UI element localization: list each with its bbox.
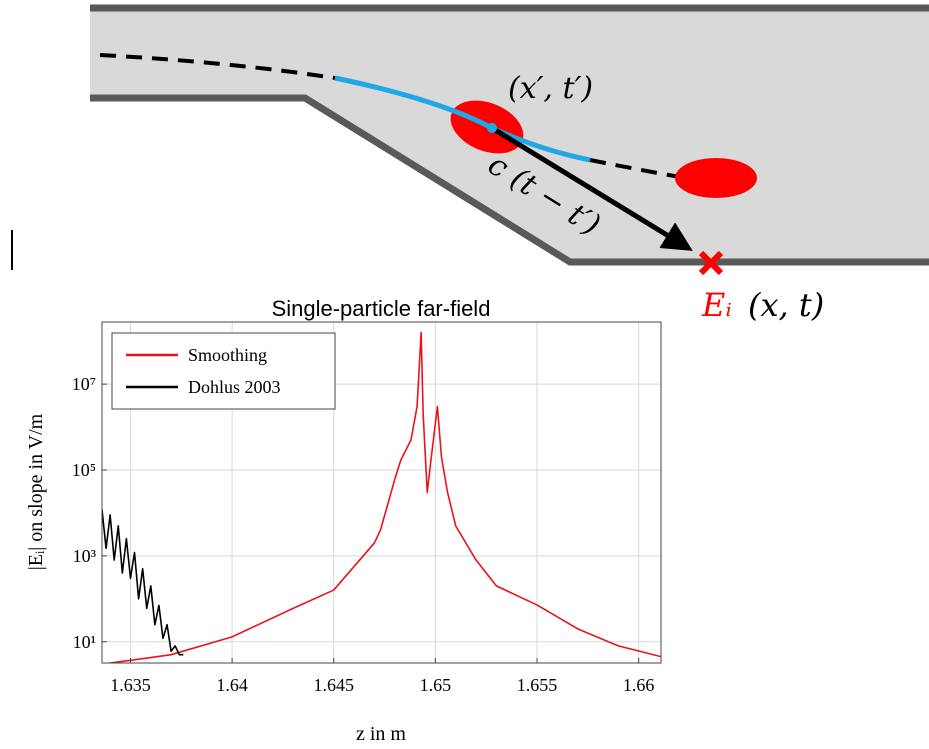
ticks: 1.635 1.64 1.645 1.65 1.655 1.66 10¹ 10³ 10⁵ 10⁷: [72, 374, 655, 695]
x-tick-label: 1.645: [313, 675, 354, 695]
plot-area: [102, 331, 661, 663]
series-line: [102, 509, 184, 656]
source-point: [487, 123, 497, 133]
wall-bottom: [90, 94, 929, 266]
x-tick-label: 1.65: [420, 675, 452, 695]
y-tick-label: 10¹: [73, 632, 96, 652]
x-tick-label: 1.66: [623, 675, 655, 695]
legend: Smoothing Dohlus 2003: [111, 332, 336, 410]
field-args: (x, t): [748, 286, 824, 324]
x-axis-label: z in m: [356, 723, 406, 745]
field-symbol: Eᵢ: [701, 286, 732, 324]
y-tick-label: 10⁷: [72, 374, 96, 394]
observation-point: [698, 250, 724, 276]
x-tick-label: 1.64: [216, 675, 248, 695]
y-tick-label: 10³: [73, 546, 97, 566]
current-bunch: [675, 158, 757, 198]
y-axis-label: |Eᵢ| on slope in V/m: [25, 413, 47, 570]
source-label: (x′, t′): [508, 71, 593, 106]
diagram: (x′, t′) c (t − t′) Eᵢ (x, t): [11, 4, 929, 324]
trajectory-past: [99, 53, 336, 80]
axes-frame: [101, 321, 662, 664]
chart-title: Single-particle far-field: [272, 296, 491, 321]
x-tick-label: 1.635: [110, 675, 151, 695]
y-tick-label: 10⁵: [72, 460, 96, 480]
legend-box: [111, 332, 336, 410]
series-line: [104, 331, 661, 663]
x-tick-label: 1.655: [517, 675, 558, 695]
arrow: [490, 125, 693, 251]
legend-label: Smoothing: [188, 345, 267, 365]
legend-label: Dohlus 2003: [188, 377, 281, 397]
trajectory-future: [589, 158, 681, 179]
